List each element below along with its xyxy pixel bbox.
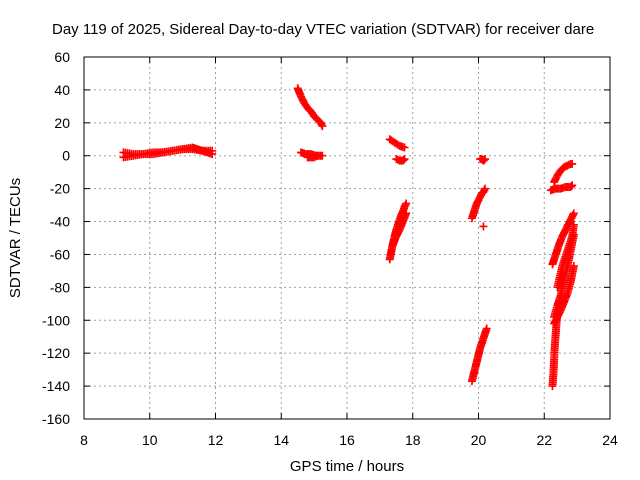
- data-point: [553, 263, 566, 292]
- y-tick-labels: 60 40 20 0 -20 -40 -60 -80 -100 -120 -140 -160: [42, 49, 70, 427]
- data-point: [310, 152, 320, 162]
- y-tick-label: 20: [54, 115, 70, 131]
- x-tick-label: 16: [339, 432, 355, 448]
- data-point: [392, 155, 402, 164]
- y-tick-label: -80: [50, 279, 70, 295]
- data-point: [390, 138, 402, 149]
- data-point: [479, 222, 488, 231]
- data-point: [568, 159, 577, 168]
- x-tick-label: 8: [80, 432, 88, 448]
- x-tick-label: 18: [405, 432, 421, 448]
- data-point: [569, 261, 578, 270]
- data-point: [472, 197, 482, 208]
- data-point: [481, 326, 491, 338]
- data-point: [467, 210, 478, 223]
- data-points: [119, 84, 578, 391]
- data-point: [479, 155, 489, 165]
- grid-lines: [84, 57, 610, 419]
- data-point: [402, 209, 411, 218]
- data-point: [400, 155, 409, 164]
- data-point: [398, 204, 408, 216]
- data-point: [296, 148, 309, 158]
- x-axis-label: GPS time / hours: [290, 458, 404, 475]
- data-point: [395, 141, 407, 151]
- data-point: [313, 151, 322, 160]
- data-point: [474, 194, 484, 205]
- data-point: [400, 143, 409, 152]
- data-point: [398, 155, 408, 165]
- x-tick-label: 10: [142, 432, 158, 448]
- data-point: [568, 181, 577, 190]
- data-point: [553, 308, 562, 317]
- y-tick-label: -160: [42, 411, 70, 427]
- data-point: [569, 209, 578, 218]
- data-point: [477, 188, 487, 198]
- x-tick-label: 22: [536, 432, 552, 448]
- data-point: [385, 135, 398, 146]
- data-point: [296, 92, 308, 106]
- data-point: [556, 183, 568, 193]
- data-point: [563, 160, 573, 170]
- data-point: [471, 201, 481, 213]
- chart-title: Day 119 of 2025, Sidereal Day-to-day VTE…: [52, 21, 594, 38]
- data-point: [559, 162, 570, 172]
- data-point: [310, 112, 321, 123]
- data-point: [569, 220, 578, 229]
- data-point: [402, 199, 411, 208]
- data-point: [392, 227, 403, 241]
- x-tick-label: 20: [471, 432, 487, 448]
- y-tick-label: 0: [62, 148, 70, 164]
- data-point: [558, 227, 569, 241]
- data-point: [481, 155, 490, 164]
- y-axis-label: SDTVAR / TECUs: [7, 178, 24, 298]
- data-point: [400, 201, 410, 211]
- data-point: [479, 186, 489, 196]
- data-point: [481, 184, 490, 193]
- data-point: [316, 118, 326, 129]
- data-point: [477, 336, 487, 348]
- data-point: [476, 340, 486, 353]
- data-point: [553, 168, 564, 180]
- data-point: [306, 107, 318, 119]
- data-point: [397, 209, 407, 219]
- data-point: [566, 182, 576, 191]
- y-tick-label: -140: [42, 378, 70, 394]
- y-tick-label: -100: [42, 312, 70, 328]
- y-tick-label: 40: [54, 82, 70, 98]
- data-point: [208, 150, 217, 159]
- data-point: [482, 324, 491, 333]
- data-point: [556, 164, 567, 175]
- x-tick-labels: 8 10 12 14 16 18 20 22 24: [80, 432, 618, 448]
- y-tick-label: 60: [54, 49, 70, 65]
- plot-frame: [83, 56, 611, 420]
- x-tick-label: 24: [602, 432, 618, 448]
- data-point: [561, 220, 573, 234]
- data-point: [550, 173, 561, 187]
- x-tick-label: 12: [208, 432, 224, 448]
- data-point: [568, 210, 578, 221]
- data-point: [476, 191, 485, 201]
- data-point: [318, 122, 327, 131]
- data-point: [300, 99, 311, 111]
- data-point: [546, 185, 559, 195]
- data-point: [303, 104, 314, 115]
- data-point: [564, 214, 576, 228]
- y-tick-label: -20: [50, 181, 70, 197]
- data-point: [479, 331, 489, 343]
- y-tick-label: -40: [50, 214, 70, 230]
- x-tick-label: 14: [273, 432, 289, 448]
- y-tick-label: -60: [50, 246, 70, 262]
- data-point: [313, 115, 324, 126]
- data-point: [469, 206, 479, 218]
- y-tick-label: -120: [42, 345, 70, 361]
